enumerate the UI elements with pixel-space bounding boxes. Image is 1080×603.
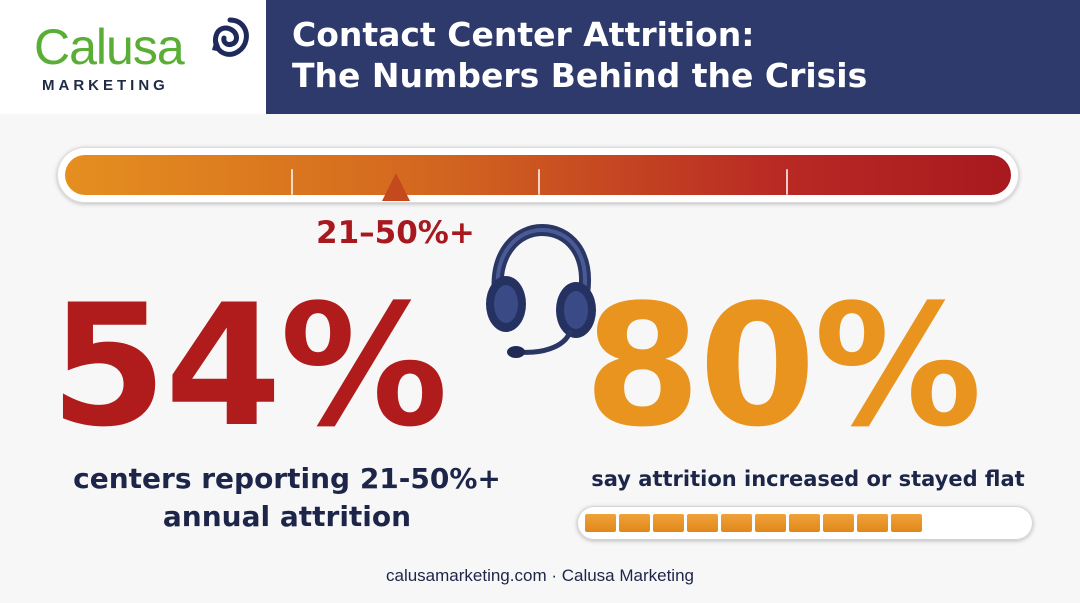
title-banner: Contact Center Attrition: The Numbers Be… <box>266 0 1080 114</box>
logo-wordmark: Calusa <box>34 19 185 75</box>
attrition-progress-bar <box>577 506 1033 540</box>
logo-subtitle: MARKETING <box>42 77 169 94</box>
stat-left-value: 54% <box>50 268 448 464</box>
gauge-tick <box>786 169 788 195</box>
progress-segment <box>857 514 888 532</box>
gauge-fill <box>65 155 1011 195</box>
progress-segment <box>687 514 718 532</box>
stat-left-caption: centers reporting 21-50%+ annual attriti… <box>73 462 501 533</box>
progress-segments <box>585 514 922 532</box>
progress-segment <box>653 514 684 532</box>
gauge-pointer <box>382 173 410 201</box>
logo: Calusa MARKETING <box>0 0 266 114</box>
page-title: Contact Center Attrition: The Numbers Be… <box>292 15 868 95</box>
progress-segment <box>823 514 854 532</box>
progress-segment <box>721 514 752 532</box>
attrition-gauge <box>57 147 1019 203</box>
stat-right-caption: say attrition increased or stayed flat <box>591 467 1025 491</box>
gauge-tick <box>538 169 540 195</box>
progress-segment <box>755 514 786 532</box>
progress-segment <box>585 514 616 532</box>
progress-segment <box>891 514 922 532</box>
stat-right-value: 80% <box>584 268 982 464</box>
nautilus-shell-icon <box>212 17 249 57</box>
progress-segment <box>789 514 820 532</box>
progress-segment <box>619 514 650 532</box>
headphones-icon <box>486 223 596 358</box>
gauge-range-label: 21–50%+ <box>316 215 475 251</box>
gauge-tick <box>291 169 293 195</box>
footer-credit: calusamarketing.com · Calusa Marketing <box>385 566 694 585</box>
